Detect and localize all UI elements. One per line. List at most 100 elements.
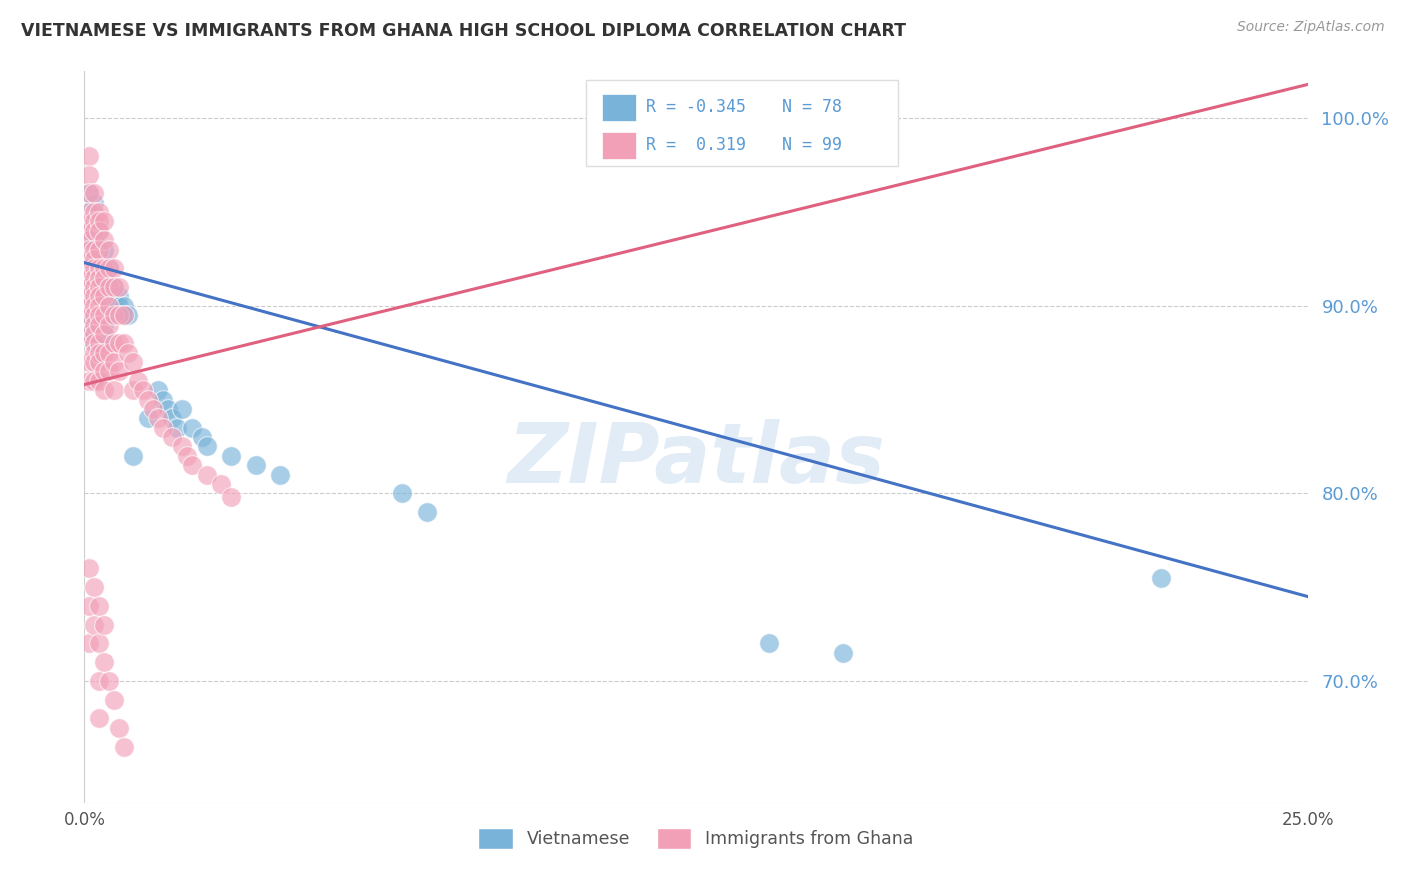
Point [162, 411, 184, 425]
Point [87, 270, 110, 285]
Point [93, 270, 115, 285]
Point [87, 345, 110, 359]
Point [83, 233, 105, 247]
Point [77, 186, 100, 201]
Point [107, 721, 129, 735]
Point [83, 243, 105, 257]
Point [77, 280, 100, 294]
Point [107, 364, 129, 378]
Point [87, 289, 110, 303]
Point [103, 336, 125, 351]
Point [97, 364, 120, 378]
Point [93, 289, 115, 303]
Point [77, 326, 100, 341]
Point [831, 646, 853, 660]
Text: N = 99: N = 99 [782, 136, 842, 154]
Point [112, 308, 135, 322]
Point [87, 374, 110, 388]
Point [103, 289, 125, 303]
Point [97, 280, 120, 294]
Point [103, 692, 125, 706]
Point [152, 420, 174, 434]
Point [93, 383, 115, 397]
Point [83, 326, 105, 341]
Bar [602, 94, 636, 121]
Point [136, 392, 159, 407]
Point [77, 636, 100, 650]
Point [176, 449, 198, 463]
Point [83, 261, 105, 276]
Point [1150, 571, 1173, 585]
Point [103, 280, 125, 294]
Point [97, 261, 120, 276]
Point [219, 449, 242, 463]
Point [93, 326, 115, 341]
Point [87, 243, 110, 257]
Point [77, 270, 100, 285]
Point [87, 326, 110, 341]
Point [77, 214, 100, 228]
Point [77, 299, 100, 313]
Point [77, 205, 100, 219]
Text: VIETNAMESE VS IMMIGRANTS FROM GHANA HIGH SCHOOL DIPLOMA CORRELATION CHART: VIETNAMESE VS IMMIGRANTS FROM GHANA HIGH… [21, 22, 905, 40]
Point [77, 308, 100, 322]
Point [97, 673, 120, 688]
Point [107, 308, 129, 322]
Point [83, 186, 105, 201]
Point [77, 289, 100, 303]
Point [83, 214, 105, 228]
Point [77, 233, 100, 247]
Point [162, 430, 184, 444]
Point [83, 355, 105, 369]
Point [87, 261, 110, 276]
Point [83, 308, 105, 322]
Point [152, 392, 174, 407]
Point [269, 467, 291, 482]
Point [83, 280, 105, 294]
Point [97, 299, 120, 313]
Point [103, 280, 125, 294]
Point [83, 205, 105, 219]
Point [127, 374, 149, 388]
Point [77, 355, 100, 369]
Point [132, 383, 155, 397]
Point [107, 299, 129, 313]
Point [93, 270, 115, 285]
Point [83, 214, 105, 228]
Point [93, 308, 115, 322]
Point [83, 252, 105, 266]
Point [93, 308, 115, 322]
Point [416, 505, 439, 519]
Point [87, 308, 110, 322]
Point [191, 430, 214, 444]
Point [97, 243, 120, 257]
Text: R =  0.319: R = 0.319 [645, 136, 745, 154]
Legend: Vietnamese, Immigrants from Ghana: Vietnamese, Immigrants from Ghana [471, 822, 921, 856]
Point [87, 224, 110, 238]
Point [181, 420, 204, 434]
Point [87, 355, 110, 369]
Point [83, 318, 105, 332]
Point [391, 486, 413, 500]
Point [77, 168, 100, 182]
Point [195, 440, 218, 454]
Point [87, 214, 110, 228]
Point [93, 326, 115, 341]
Point [77, 280, 100, 294]
Point [107, 336, 129, 351]
Point [87, 308, 110, 322]
Point [77, 261, 100, 276]
Point [112, 739, 135, 754]
Point [117, 345, 139, 359]
Point [87, 280, 110, 294]
Point [83, 318, 105, 332]
Point [83, 374, 105, 388]
Point [136, 411, 159, 425]
Point [87, 205, 110, 219]
Point [172, 440, 194, 454]
Point [93, 318, 115, 332]
Point [97, 299, 120, 313]
Point [146, 383, 169, 397]
Point [93, 261, 115, 276]
Point [83, 270, 105, 285]
